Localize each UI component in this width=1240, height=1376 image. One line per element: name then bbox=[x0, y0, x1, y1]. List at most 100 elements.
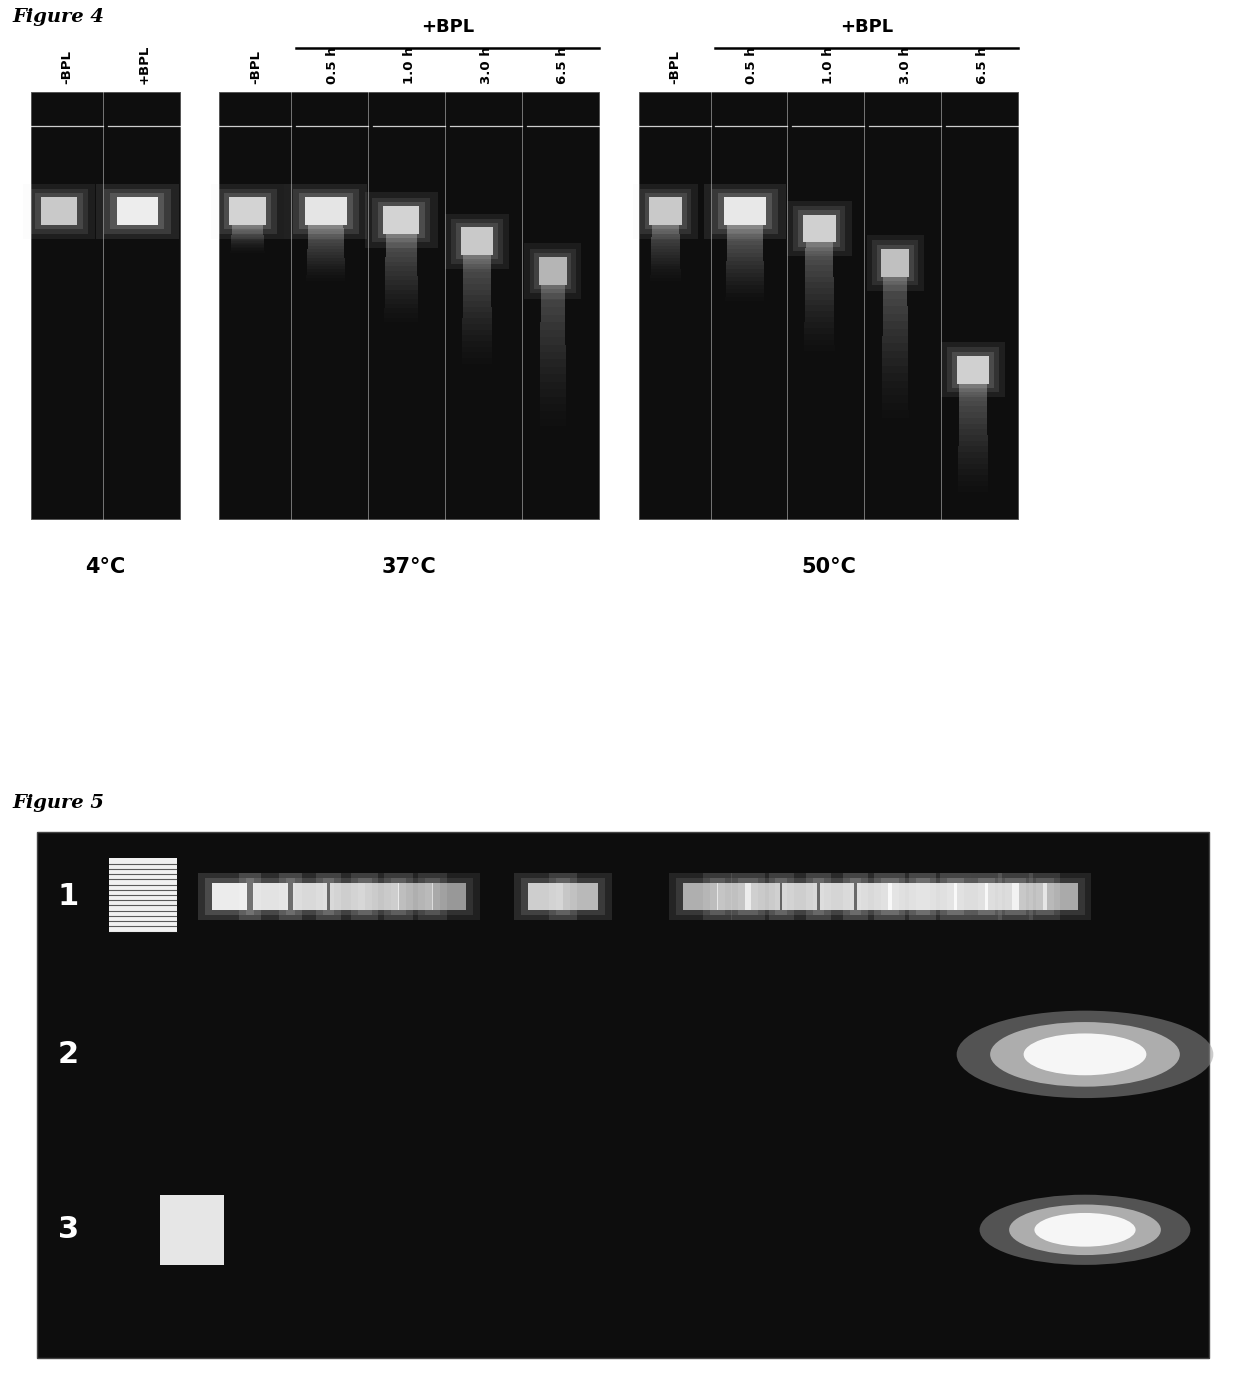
Bar bbox=[539, 405, 567, 411]
Bar bbox=[915, 878, 965, 915]
Bar bbox=[541, 315, 565, 322]
Bar bbox=[727, 270, 764, 274]
Bar bbox=[384, 318, 418, 322]
Bar bbox=[651, 237, 680, 239]
Bar bbox=[959, 480, 988, 487]
Bar bbox=[384, 312, 418, 318]
Bar bbox=[651, 260, 681, 264]
Bar bbox=[727, 257, 764, 261]
Bar bbox=[873, 241, 918, 285]
Text: 0.5 h: 0.5 h bbox=[326, 47, 339, 84]
Bar bbox=[36, 193, 83, 230]
Bar bbox=[883, 299, 908, 307]
Bar bbox=[232, 230, 263, 231]
Bar bbox=[804, 345, 835, 351]
Text: Figure 5: Figure 5 bbox=[12, 794, 104, 812]
Bar bbox=[464, 255, 491, 261]
Bar bbox=[95, 183, 179, 239]
Bar bbox=[549, 872, 611, 921]
Bar bbox=[231, 249, 264, 250]
Bar bbox=[463, 318, 492, 323]
Bar bbox=[456, 223, 498, 260]
Bar bbox=[463, 307, 491, 312]
Bar bbox=[384, 285, 418, 290]
Ellipse shape bbox=[1009, 1204, 1161, 1255]
Bar bbox=[541, 300, 565, 307]
Bar bbox=[804, 215, 836, 242]
Bar bbox=[725, 293, 764, 297]
Bar bbox=[384, 322, 418, 327]
Bar bbox=[805, 271, 833, 277]
Bar bbox=[709, 878, 759, 915]
Bar bbox=[651, 244, 680, 246]
Bar bbox=[463, 347, 492, 352]
Bar bbox=[650, 198, 682, 226]
Bar bbox=[882, 388, 909, 395]
Bar bbox=[117, 198, 157, 226]
Bar bbox=[534, 253, 572, 289]
Bar bbox=[464, 261, 491, 267]
Bar bbox=[463, 330, 492, 336]
Bar bbox=[874, 872, 936, 921]
Text: -BPL: -BPL bbox=[668, 50, 681, 84]
Bar bbox=[775, 878, 825, 915]
Bar bbox=[883, 336, 908, 344]
Bar bbox=[539, 396, 567, 405]
Bar bbox=[805, 311, 835, 316]
Bar bbox=[959, 440, 987, 446]
Bar bbox=[998, 872, 1060, 921]
Bar bbox=[883, 307, 908, 314]
Bar bbox=[232, 233, 263, 234]
Bar bbox=[782, 883, 817, 910]
Bar bbox=[805, 277, 833, 282]
Bar bbox=[41, 198, 77, 226]
Bar bbox=[31, 92, 180, 519]
Bar bbox=[541, 359, 565, 367]
Bar bbox=[650, 281, 681, 283]
Bar bbox=[1043, 883, 1078, 910]
Bar bbox=[806, 242, 833, 248]
Bar bbox=[651, 239, 680, 244]
Bar bbox=[651, 255, 680, 257]
Bar bbox=[883, 321, 908, 329]
Bar bbox=[231, 241, 264, 242]
Bar bbox=[229, 198, 265, 226]
Bar bbox=[805, 305, 835, 311]
Bar bbox=[386, 271, 418, 275]
Bar bbox=[880, 249, 909, 277]
Bar bbox=[804, 351, 835, 356]
Bar bbox=[727, 266, 764, 270]
Bar bbox=[418, 872, 480, 921]
Bar bbox=[1004, 878, 1054, 915]
Bar bbox=[461, 363, 492, 370]
Bar bbox=[308, 249, 345, 252]
Text: -BPL: -BPL bbox=[249, 50, 262, 84]
Bar bbox=[676, 878, 725, 915]
Bar bbox=[959, 435, 987, 440]
Bar bbox=[384, 308, 418, 312]
Bar bbox=[539, 381, 565, 389]
Bar bbox=[391, 878, 440, 915]
Bar bbox=[556, 878, 605, 915]
Bar bbox=[882, 373, 908, 381]
Ellipse shape bbox=[980, 1194, 1190, 1265]
Bar bbox=[794, 206, 846, 250]
Bar bbox=[1035, 878, 1085, 915]
Bar bbox=[727, 249, 763, 253]
Bar bbox=[306, 264, 345, 267]
Bar bbox=[386, 267, 418, 271]
Bar bbox=[306, 281, 346, 283]
Bar bbox=[877, 245, 914, 281]
Bar bbox=[883, 277, 908, 283]
Bar bbox=[725, 278, 764, 282]
Bar bbox=[386, 275, 418, 281]
Bar bbox=[308, 260, 345, 264]
Bar bbox=[959, 464, 988, 469]
Bar bbox=[952, 351, 994, 388]
Bar bbox=[960, 389, 987, 395]
Bar bbox=[787, 201, 852, 256]
Bar bbox=[284, 183, 367, 239]
Bar bbox=[279, 872, 341, 921]
Bar bbox=[946, 878, 996, 915]
Bar bbox=[528, 883, 563, 910]
